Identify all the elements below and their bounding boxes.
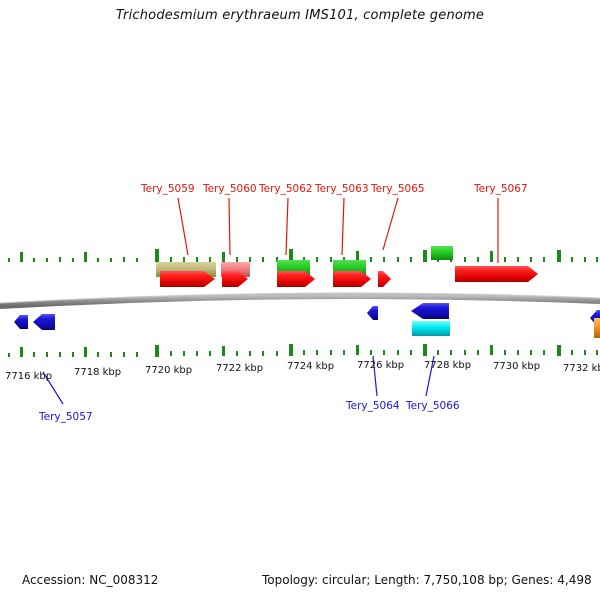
gene-arrow-forward xyxy=(160,271,215,287)
page-title: Trichodesmium erythraeum IMS101, complet… xyxy=(115,8,485,23)
gene-arrow-forward xyxy=(277,271,315,287)
accession-text: Accession: NC_008312 xyxy=(22,573,159,587)
gene-label-top[interactable]: Tery_5065 xyxy=(371,183,425,195)
ruler-tick-label: 7732 kbp xyxy=(563,363,600,374)
gene-arrow-forward xyxy=(455,266,538,282)
gene-label-top[interactable]: Tery_5067 xyxy=(474,183,528,195)
gene-arrow-forward xyxy=(222,271,248,287)
ruler-tick-label: 7716 kbp xyxy=(5,371,53,382)
gene-arrow-reverse xyxy=(411,303,449,319)
reverse-domain-boxes[interactable] xyxy=(412,318,600,338)
genome-summary-text: Topology: circular; Length: 7,750,108 bp… xyxy=(262,573,592,587)
gene-arrow-forward xyxy=(378,271,391,287)
gene-label-top[interactable]: Tery_5063 xyxy=(315,183,369,195)
gene-arrow-reverse xyxy=(33,314,55,330)
gene-label-top[interactable]: Tery_5059 xyxy=(141,183,195,195)
leader-lines-top xyxy=(177,197,499,263)
reverse-strand-genes[interactable] xyxy=(14,303,600,330)
gene-arrow-reverse xyxy=(367,306,378,320)
gene-label-bottom[interactable]: Tery_5064 xyxy=(346,400,400,412)
ruler-tick-label: 7724 kbp xyxy=(287,361,335,372)
gene-label-top[interactable]: Tery_5062 xyxy=(259,183,313,195)
forward-strand-genes[interactable] xyxy=(160,266,538,287)
gene-label-top[interactable]: Tery_5060 xyxy=(203,183,257,195)
bottom-ruler-ticks xyxy=(8,344,598,357)
domain-box xyxy=(431,246,453,260)
gene-arrow-reverse xyxy=(14,315,28,329)
ruler-tick-label: 7722 kbp xyxy=(216,363,264,374)
ruler-tick-label: 7728 kbp xyxy=(424,360,472,371)
ruler-tick-label: 7720 kbp xyxy=(145,365,193,376)
ruler-tick-label: 7730 kbp xyxy=(493,361,541,372)
gene-label-bottom[interactable]: Tery_5057 xyxy=(39,411,93,423)
leader-lines-bottom xyxy=(42,355,435,405)
gene-arrow-forward xyxy=(333,271,371,287)
ruler-tick-label: 7726 kbp xyxy=(357,360,405,371)
gene-label-bottom[interactable]: Tery_5066 xyxy=(406,400,460,412)
domain-box xyxy=(594,318,600,338)
ruler-tick-label: 7718 kbp xyxy=(74,367,122,378)
genome-backbone xyxy=(0,292,600,309)
domain-box xyxy=(412,321,450,336)
